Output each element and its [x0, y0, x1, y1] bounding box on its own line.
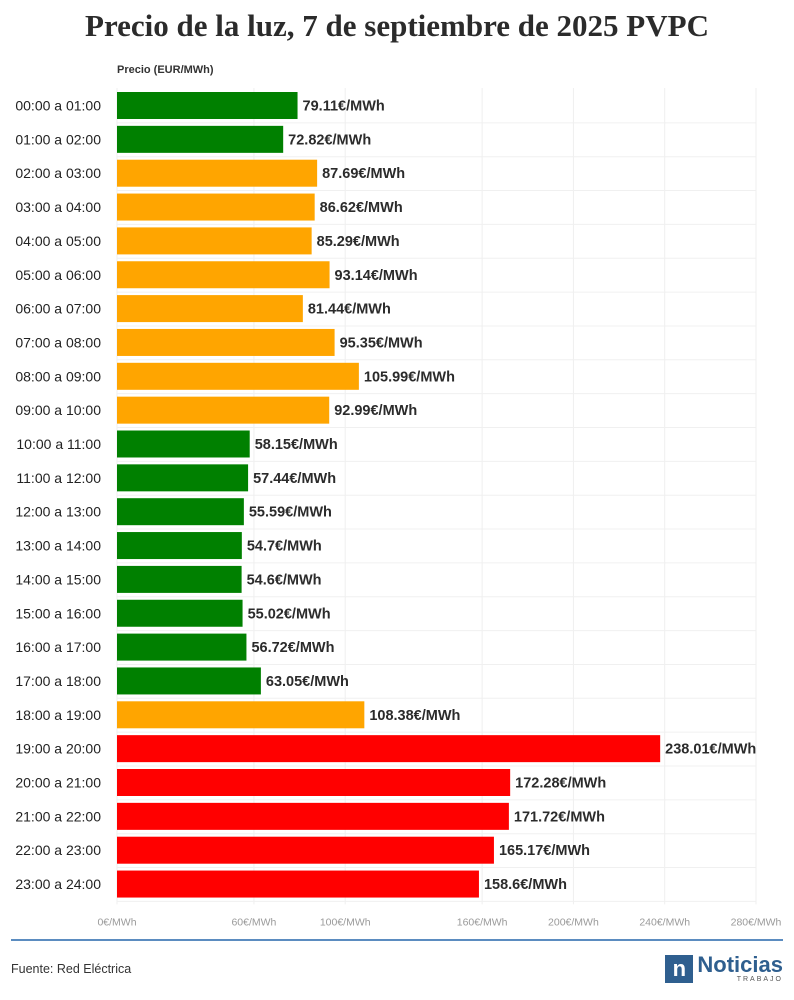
x-tick-label: 200€/MWh — [548, 916, 599, 928]
bar-value-label: 86.62€/MWh — [320, 200, 403, 216]
bar-value-label: 93.14€/MWh — [335, 268, 418, 284]
bar — [117, 701, 365, 729]
logo-text: Noticias TRABAJO — [697, 954, 783, 984]
category-label: 01:00 a 02:00 — [15, 131, 101, 147]
bar — [117, 227, 312, 255]
bar — [117, 667, 261, 695]
bar-value-label: 79.11€/MWh — [303, 99, 385, 115]
bar-value-label: 165.17€/MWh — [499, 843, 590, 859]
bar — [117, 735, 661, 763]
category-label: 22:00 a 23:00 — [15, 842, 101, 858]
category-label: 04:00 a 05:00 — [15, 233, 101, 249]
bar — [117, 328, 335, 356]
bar — [117, 193, 315, 221]
bar-value-label: 72.82€/MWh — [288, 132, 371, 148]
bar — [117, 565, 242, 593]
axis-unit-label: Precio (EUR/MWh) — [117, 64, 214, 76]
footer-divider — [11, 939, 783, 941]
bar — [117, 870, 479, 898]
x-tick-label: 0€/MWh — [97, 916, 136, 928]
category-label: 10:00 a 11:00 — [16, 436, 101, 452]
bar-value-label: 85.29€/MWh — [317, 234, 400, 250]
bar — [117, 92, 298, 119]
category-label: 09:00 a 10:00 — [15, 402, 101, 418]
logo-n-icon: n — [665, 955, 694, 983]
bar-chart: Precio (EUR/MWh) 00:00 a 01:00 79.11€/MWh… — [15, 64, 781, 928]
bar-value-label: 56.72€/MWh — [251, 640, 334, 656]
category-label: 14:00 a 15:00 — [15, 571, 101, 587]
bar-value-label: 55.59€/MWh — [249, 505, 332, 521]
x-tick-label: 100€/MWh — [320, 916, 371, 928]
bar — [117, 430, 250, 458]
grid-lines — [116, 88, 757, 905]
bar-value-label: 81.44€/MWh — [308, 302, 391, 318]
category-label: 21:00 a 22:00 — [15, 808, 101, 824]
category-label: 15:00 a 16:00 — [15, 605, 101, 621]
bars: 00:00 a 01:00 79.11€/MWh 01:00 a 02:00 72.8… — [15, 92, 756, 898]
bar — [117, 599, 243, 627]
category-label: 05:00 a 06:00 — [15, 267, 101, 283]
bar — [117, 159, 318, 187]
bar-value-label: 92.99€/MWh — [334, 403, 417, 419]
bar — [117, 362, 359, 390]
bar — [117, 836, 494, 864]
category-label: 17:00 a 18:00 — [15, 673, 101, 689]
category-label: 12:00 a 13:00 — [15, 504, 101, 520]
bar-value-label: 158.6€/MWh — [484, 877, 567, 893]
bar — [117, 498, 244, 526]
category-label: 13:00 a 14:00 — [15, 538, 101, 554]
category-label: 07:00 a 08:00 — [15, 334, 101, 350]
bar-value-label: 87.69€/MWh — [322, 166, 405, 182]
bar-value-label: 238.01€/MWh — [665, 742, 756, 758]
x-tick-label: 280€/MWh — [731, 916, 782, 928]
category-label: 02:00 a 03:00 — [15, 165, 101, 181]
bar-value-label: 105.99€/MWh — [364, 369, 455, 385]
x-tick-label: 60€/MWh — [231, 916, 276, 928]
category-label: 11:00 a 12:00 — [16, 470, 101, 486]
chart-title: Precio de la luz, 7 de septiembre de 202… — [85, 8, 709, 43]
category-label: 16:00 a 17:00 — [15, 639, 101, 655]
brand-logo: n Noticias TRABAJO — [665, 954, 783, 984]
bar — [117, 633, 247, 661]
category-label: 06:00 a 07:00 — [15, 301, 101, 317]
x-axis-ticks: 0€/MWh 60€/MWh 100€/MWh 160€/MWh 200€/MWh 240… — [97, 916, 781, 928]
source-note: Fuente: Red Eléctrica — [11, 962, 132, 976]
category-label: 23:00 a 24:00 — [15, 876, 101, 892]
category-label: 00:00 a 01:00 — [15, 98, 101, 114]
x-tick-label: 160€/MWh — [457, 916, 508, 928]
bar-value-label: 57.44€/MWh — [253, 471, 336, 487]
x-tick-label: 240€/MWh — [639, 916, 690, 928]
category-label: 20:00 a 21:00 — [15, 775, 101, 791]
bar — [117, 261, 330, 289]
bar — [117, 295, 303, 323]
bar — [117, 802, 509, 830]
logo-subtitle: TRABAJO — [736, 976, 783, 983]
bar-value-label: 54.7€/MWh — [247, 539, 322, 555]
bar-value-label: 95.35€/MWh — [340, 335, 423, 351]
category-label: 19:00 a 20:00 — [15, 741, 101, 757]
bar-value-label: 58.15€/MWh — [255, 437, 338, 453]
bar-value-label: 172.28€/MWh — [515, 776, 606, 792]
bar-value-label: 108.38€/MWh — [369, 708, 460, 724]
bar-value-label: 63.05€/MWh — [266, 674, 349, 690]
bar-value-label: 55.02€/MWh — [248, 606, 331, 622]
category-label: 18:00 a 19:00 — [15, 707, 101, 723]
category-label: 03:00 a 04:00 — [15, 199, 101, 215]
category-label: 08:00 a 09:00 — [15, 368, 101, 384]
bar — [117, 532, 242, 560]
bar — [117, 769, 511, 796]
bar — [117, 125, 284, 153]
bar-value-label: 54.6€/MWh — [247, 572, 322, 588]
bar — [117, 464, 249, 492]
bar — [117, 396, 330, 424]
logo-name: Noticias — [697, 952, 783, 977]
bar-value-label: 171.72€/MWh — [514, 809, 605, 825]
